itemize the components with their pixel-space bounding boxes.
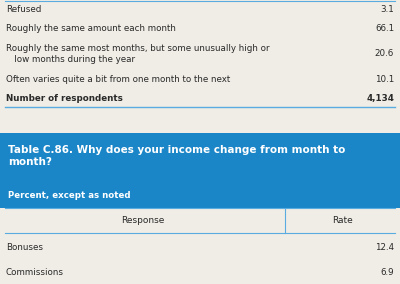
Text: 10.1: 10.1 bbox=[375, 75, 394, 84]
Text: 66.1: 66.1 bbox=[375, 24, 394, 33]
Text: 3.1: 3.1 bbox=[380, 5, 394, 14]
Bar bbox=[0, 108, 400, 133]
Text: Refused: Refused bbox=[6, 5, 41, 14]
Text: Roughly the same most months, but some unusually high or
   low months during th: Roughly the same most months, but some u… bbox=[6, 44, 270, 64]
Text: Bonuses: Bonuses bbox=[6, 243, 43, 252]
Text: 6.9: 6.9 bbox=[380, 268, 394, 277]
Text: 20.6: 20.6 bbox=[375, 49, 394, 59]
Bar bbox=[0, 0, 400, 108]
Text: Percent, except as noted: Percent, except as noted bbox=[8, 191, 130, 201]
Text: Often varies quite a bit from one month to the next: Often varies quite a bit from one month … bbox=[6, 75, 230, 84]
Text: Rate: Rate bbox=[332, 216, 353, 225]
Text: Table C.86. Why does your income change from month to
month?: Table C.86. Why does your income change … bbox=[8, 145, 345, 167]
Bar bbox=[0, 233, 400, 284]
Text: Response: Response bbox=[121, 216, 164, 225]
Text: 12.4: 12.4 bbox=[375, 243, 394, 252]
Text: Roughly the same amount each month: Roughly the same amount each month bbox=[6, 24, 176, 33]
Text: Number of respondents: Number of respondents bbox=[6, 94, 123, 103]
Text: Commissions: Commissions bbox=[6, 268, 64, 277]
Text: 4,134: 4,134 bbox=[366, 94, 394, 103]
Bar bbox=[0, 208, 400, 233]
Bar bbox=[0, 133, 400, 208]
